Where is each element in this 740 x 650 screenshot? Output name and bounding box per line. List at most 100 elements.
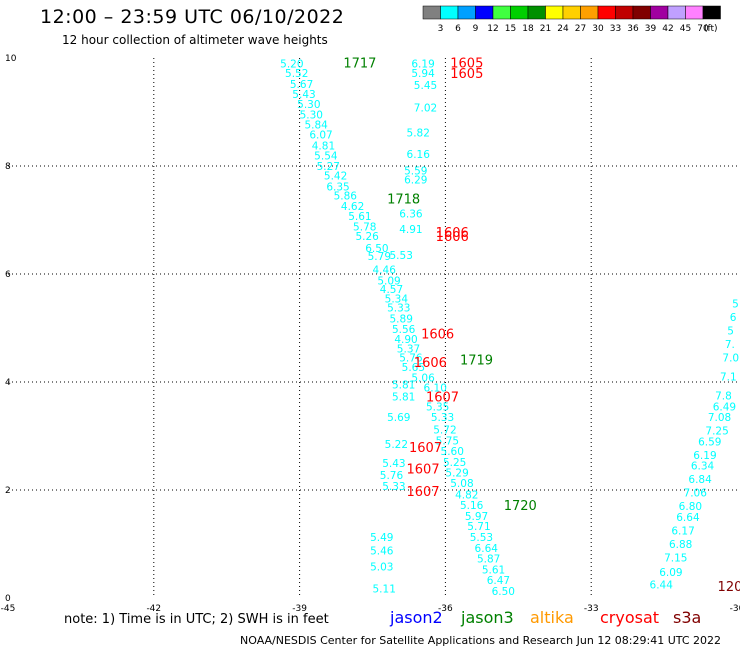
colorbar-unit: (ft) bbox=[704, 24, 718, 34]
wave-height-label: 5.43 bbox=[292, 89, 315, 101]
wave-height-label: 4.81 bbox=[312, 140, 335, 152]
wave-height-label: 5.29 bbox=[445, 468, 468, 480]
wave-height-label: 4.91 bbox=[399, 224, 422, 236]
wave-height-label: 6.34 bbox=[691, 461, 715, 473]
wave-height-label: 5.45 bbox=[414, 80, 437, 92]
colorbar-legend: 3 6 9 12 15 18 21 24 27 30 33 36 39 42 45 70(ft) bbox=[422, 5, 721, 34]
wave-height-label: 6.50 bbox=[365, 243, 388, 255]
pass-time-label: 1606 bbox=[414, 356, 447, 371]
wave-height-label: 5.30 bbox=[297, 99, 320, 111]
wave-height-label: 5.33 bbox=[431, 412, 454, 424]
wave-height-label: 5.11 bbox=[373, 583, 396, 595]
wave-height-label: 6.10 bbox=[424, 382, 447, 394]
wave-height-label: 5.84 bbox=[304, 119, 328, 131]
wave-height-label: 5.69 bbox=[387, 412, 410, 424]
colorbar-swatch bbox=[702, 5, 721, 20]
wave-height-label: 5.35 bbox=[426, 401, 449, 413]
wave-height-label: 7.02 bbox=[414, 103, 437, 115]
colorbar-label: 9 bbox=[473, 24, 479, 34]
y-tick-label: 0 bbox=[5, 594, 11, 604]
wave-height-label: 6.84 bbox=[688, 474, 712, 486]
wave-height-label: 6 bbox=[730, 312, 737, 324]
wave-height-label: 4.90 bbox=[394, 334, 417, 346]
wave-height-label: 5.26 bbox=[355, 231, 379, 243]
wave-height-label: 6.64 bbox=[475, 543, 499, 555]
wave-height-label: 5.76 bbox=[380, 470, 404, 482]
y-tick-label: 2 bbox=[5, 486, 11, 496]
colorbar-label: 36 bbox=[627, 24, 639, 34]
colorbar-label: 6 bbox=[455, 24, 461, 34]
x-tick-label: -30 bbox=[730, 604, 740, 614]
wave-height-label: 7.08 bbox=[708, 412, 731, 424]
pass-time-label: 1718 bbox=[387, 192, 420, 207]
wave-height-label: 4.46 bbox=[373, 265, 397, 277]
wave-height-label: 6.29 bbox=[404, 175, 427, 187]
wave-height-label: 7.25 bbox=[705, 426, 728, 438]
wave-height-label: 4.82 bbox=[455, 489, 478, 501]
wave-height-label: 5.42 bbox=[324, 171, 347, 183]
wave-height-label: 5.34 bbox=[385, 293, 409, 305]
pass-time-label: 1720 bbox=[504, 499, 537, 514]
colorbar-label: 18 bbox=[522, 24, 534, 34]
pass-time-label: 1607 bbox=[426, 391, 459, 406]
wave-height-label: 5.53 bbox=[390, 250, 413, 262]
wave-height-label: 6.49 bbox=[713, 401, 736, 413]
wave-height-label: 5.59 bbox=[404, 165, 427, 177]
wave-height-label: 7.06 bbox=[684, 488, 708, 500]
colorbar-label: 70 bbox=[697, 24, 709, 34]
wave-height-label: 7. bbox=[725, 339, 735, 351]
colorbar-label: 15 bbox=[505, 24, 516, 34]
colorbar-label: 45 bbox=[680, 24, 691, 34]
x-tick-label: -33 bbox=[584, 604, 599, 614]
wave-height-label: 5.78 bbox=[353, 221, 376, 233]
wave-height-label: 5.20 bbox=[280, 58, 303, 70]
pass-time-label: 1717 bbox=[343, 56, 376, 71]
wave-height-label: 7.1 bbox=[720, 372, 737, 384]
wave-height-label: 5.72 bbox=[433, 425, 456, 437]
x-tick-label: -42 bbox=[146, 604, 161, 614]
wave-height-label: 7.15 bbox=[664, 553, 687, 565]
wave-height-label: 5.97 bbox=[465, 511, 488, 523]
legend-s3a: s3a bbox=[673, 608, 702, 627]
wave-height-label: 5.53 bbox=[470, 532, 493, 544]
y-tick-label: 10 bbox=[5, 54, 17, 64]
wave-height-label: 6.44 bbox=[650, 580, 674, 592]
legend-jason2: jason2 bbox=[390, 608, 443, 627]
wave-height-label: 5.30 bbox=[300, 110, 323, 122]
wave-height-label: 5.89 bbox=[390, 313, 413, 325]
x-tick-label: -39 bbox=[292, 604, 307, 614]
wave-height-label: 5.67 bbox=[290, 79, 313, 91]
wave-height-label: 6.09 bbox=[659, 567, 682, 579]
x-tick-label: -36 bbox=[438, 604, 453, 614]
colorbar-label: 21 bbox=[540, 24, 551, 34]
wave-height-label: 7.8 bbox=[715, 391, 732, 403]
wave-height-label: 5.49 bbox=[370, 532, 393, 544]
wave-height-label: 6.59 bbox=[698, 436, 721, 448]
wave-height-label: 7.0 bbox=[722, 353, 739, 365]
wave-height-label: 5.54 bbox=[314, 151, 338, 163]
wave-height-label: 5.81 bbox=[392, 392, 415, 404]
wave-height-label: 6.19 bbox=[693, 450, 716, 462]
colorbar-label: 39 bbox=[645, 24, 657, 34]
chart-subtitle: 12 hour collection of altimeter wave hei… bbox=[62, 33, 328, 47]
footer-note: note: 1) Time is in UTC; 2) SWH is in fe… bbox=[64, 612, 329, 627]
pass-time-label: 1606 bbox=[421, 327, 454, 342]
wave-height-label: 5.09 bbox=[377, 275, 400, 287]
wave-height-label: 5.33 bbox=[382, 481, 405, 493]
y-tick-label: 4 bbox=[5, 378, 11, 388]
wave-height-label: 5.03 bbox=[370, 562, 393, 574]
wave-height-label: 5.56 bbox=[392, 324, 416, 336]
wave-height-label: 5 bbox=[732, 299, 739, 311]
wave-height-label: 5.37 bbox=[397, 344, 420, 356]
wave-height-label: 5.61 bbox=[348, 211, 371, 223]
wave-height-label: 5.06 bbox=[411, 373, 435, 385]
wave-height-label: 5.33 bbox=[387, 302, 410, 314]
wave-height-label: 5.87 bbox=[477, 554, 500, 566]
legend-jason3: jason3 bbox=[461, 608, 514, 627]
colorbar-label: 30 bbox=[592, 24, 604, 34]
wave-height-label: 5.61 bbox=[482, 564, 505, 576]
wave-height-label: 6.64 bbox=[676, 512, 700, 524]
wave-height-label: 5.08 bbox=[450, 478, 473, 490]
wave-height-label: 5.46 bbox=[370, 545, 394, 557]
